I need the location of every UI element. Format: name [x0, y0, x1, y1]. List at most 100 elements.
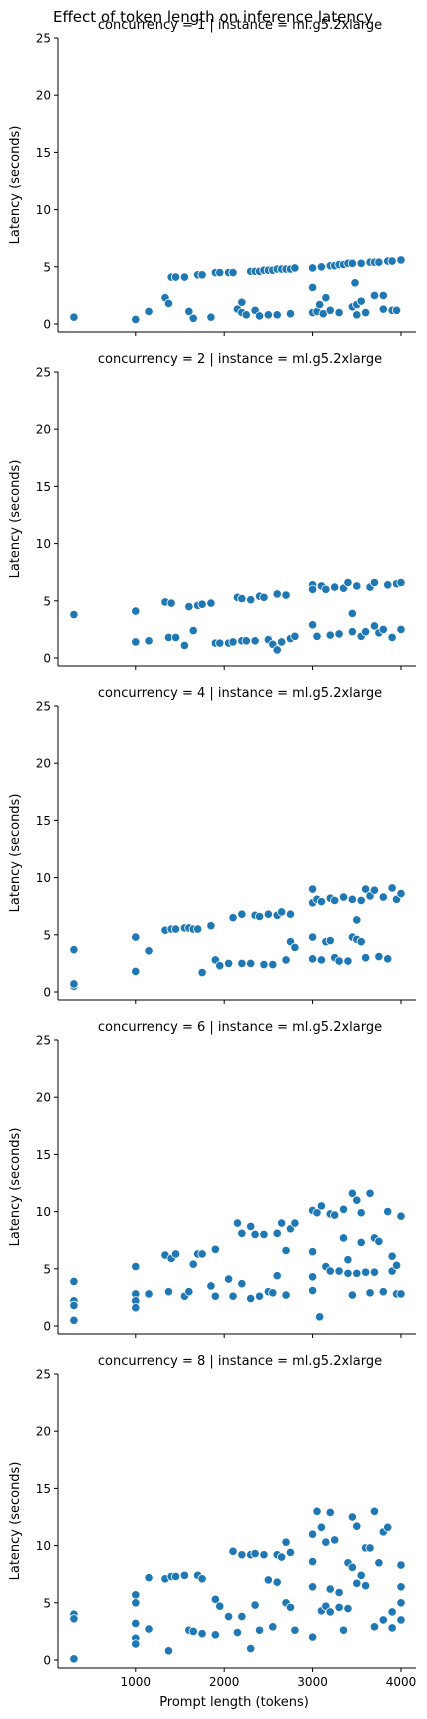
- data-point: [307, 1529, 318, 1539]
- data-point: [237, 297, 247, 307]
- y-tick-label: 0: [43, 317, 51, 331]
- data-point: [356, 296, 366, 306]
- data-point: [396, 577, 406, 588]
- data-point: [325, 305, 335, 315]
- data-point: [197, 1249, 207, 1259]
- data-point: [250, 1600, 260, 1610]
- data-point: [179, 640, 190, 651]
- data-point: [166, 598, 176, 608]
- data-point: [277, 1218, 287, 1228]
- data-point: [259, 1550, 269, 1560]
- data-point: [131, 606, 141, 616]
- y-tick-label: 5: [43, 594, 51, 608]
- data-point: [361, 953, 371, 963]
- data-point: [369, 577, 380, 588]
- y-tick-label: 20: [36, 1091, 51, 1105]
- y-tick-label: 0: [43, 651, 51, 665]
- data-point: [347, 1188, 357, 1198]
- data-point: [259, 959, 269, 970]
- data-point: [391, 1260, 402, 1270]
- data-point: [281, 955, 291, 965]
- data-point: [131, 1303, 141, 1313]
- data-point: [131, 1261, 141, 1272]
- data-point: [285, 1547, 296, 1558]
- data-point: [69, 312, 79, 322]
- data-point: [277, 907, 287, 917]
- data-point: [131, 966, 141, 977]
- data-point: [184, 306, 194, 317]
- panel-title: concurrency = 6 | instance = ml.g5.2xlar…: [98, 1020, 382, 1035]
- data-point: [361, 884, 371, 894]
- data-point: [69, 1300, 79, 1311]
- y-axis-label: Latency (seconds): [8, 794, 23, 913]
- data-point: [69, 1276, 79, 1286]
- panel-5: concurrency = 8 | instance = ml.g5.2xlar…: [8, 1354, 416, 1689]
- data-point: [356, 1237, 366, 1248]
- data-point: [334, 629, 344, 639]
- data-point: [347, 627, 357, 637]
- data-point: [215, 961, 225, 971]
- data-point: [281, 1537, 291, 1547]
- panels: concurrency = 1 | instance = ml.g5.2xlar…: [8, 18, 416, 1689]
- y-tick-label: 25: [36, 700, 51, 714]
- data-point: [383, 1522, 393, 1532]
- data-point: [144, 306, 154, 317]
- data-point: [356, 258, 366, 268]
- y-tick-label: 10: [36, 871, 51, 885]
- data-point: [69, 945, 79, 955]
- data-point: [290, 1218, 300, 1228]
- data-point: [352, 310, 362, 320]
- data-point: [316, 955, 327, 965]
- data-point: [383, 1206, 393, 1217]
- data-point: [396, 889, 406, 899]
- y-tick-label: 15: [36, 814, 51, 828]
- data-point: [241, 636, 251, 646]
- data-point: [272, 589, 282, 599]
- data-point: [206, 598, 216, 608]
- data-point: [307, 1247, 318, 1257]
- data-point: [250, 636, 260, 646]
- data-point: [387, 632, 397, 643]
- data-point: [210, 1594, 220, 1604]
- data-point: [307, 1272, 318, 1282]
- data-point: [374, 951, 384, 962]
- data-point: [338, 1625, 349, 1635]
- data-point: [361, 627, 371, 637]
- data-point: [325, 1607, 335, 1617]
- data-point: [334, 1602, 344, 1612]
- data-point: [365, 1543, 375, 1553]
- data-point: [347, 1562, 357, 1572]
- data-point: [307, 884, 318, 894]
- data-point: [378, 1287, 388, 1297]
- y-tick-label: 20: [36, 1425, 51, 1439]
- data-point: [281, 1245, 291, 1256]
- data-point: [338, 1204, 349, 1214]
- data-point: [197, 1629, 207, 1639]
- data-point: [237, 593, 247, 604]
- data-point: [338, 1233, 349, 1243]
- data-point: [321, 1537, 331, 1547]
- data-point: [347, 1512, 357, 1522]
- panel-title: concurrency = 8 | instance = ml.g5.2xlar…: [98, 1354, 382, 1369]
- data-point: [325, 1507, 335, 1518]
- data-point: [321, 584, 331, 594]
- data-point: [369, 1506, 380, 1516]
- data-point: [307, 1582, 318, 1592]
- data-point: [383, 580, 393, 590]
- data-point: [228, 1291, 238, 1301]
- data-point: [250, 1549, 260, 1559]
- data-point: [268, 959, 278, 970]
- panel-1: concurrency = 1 | instance = ml.g5.2xlar…: [8, 18, 416, 336]
- y-tick-label: 5: [43, 1262, 51, 1276]
- y-axis-label: Latency (seconds): [8, 1462, 23, 1581]
- data-point: [352, 1195, 362, 1205]
- y-axis-label: Latency (seconds): [8, 460, 23, 579]
- data-point: [69, 979, 79, 989]
- data-point: [396, 1598, 406, 1608]
- data-point: [365, 1288, 375, 1298]
- data-point: [316, 262, 327, 272]
- data-point: [263, 1575, 273, 1585]
- data-point: [254, 911, 265, 922]
- y-tick-label: 25: [36, 32, 51, 46]
- data-point: [197, 967, 207, 978]
